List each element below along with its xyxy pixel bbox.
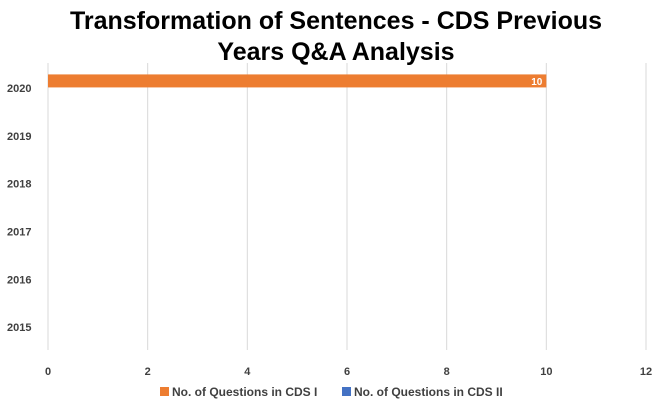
data-label-2020: 10 (531, 77, 543, 88)
x-tick-label-6: 6 (344, 366, 350, 378)
legend-swatch-series-1 (160, 387, 169, 396)
bar-2020-series-1 (48, 74, 547, 88)
x-tick-label-2: 2 (145, 366, 151, 378)
legend: No. of Questions in CDS I No. of Question… (160, 385, 503, 399)
y-tick-label-2019: 2019 (7, 131, 31, 143)
y-tick-label-2017: 2017 (7, 226, 31, 238)
x-axis-labels: 0 2 4 6 8 10 12 (45, 366, 652, 378)
x-tick-label-10: 10 (540, 366, 552, 378)
x-tick-label-0: 0 (45, 366, 51, 378)
bars: 10 (48, 74, 547, 88)
y-tick-label-2018: 2018 (7, 179, 31, 191)
x-tick-label-12: 12 (640, 366, 652, 378)
x-tick-label-4: 4 (244, 366, 251, 378)
legend-label-series-1: No. of Questions in CDS I (172, 385, 317, 399)
chart-title-line-1: Transformation of Sentences - CDS Previo… (70, 7, 602, 35)
y-tick-label-2016: 2016 (7, 274, 31, 286)
chart-title-line-2: Years Q&A Analysis (217, 38, 454, 66)
x-tick-label-8: 8 (444, 366, 450, 378)
chart-title: Transformation of Sentences - CDS Previo… (70, 7, 602, 66)
y-tick-label-2015: 2015 (7, 322, 31, 334)
y-tick-label-2020: 2020 (7, 83, 31, 95)
y-axis-labels: 2020 2019 2018 2017 2016 2015 (7, 83, 31, 334)
legend-swatch-series-2 (342, 387, 351, 396)
gridlines (47, 63, 647, 350)
legend-label-series-2: No. of Questions in CDS II (354, 385, 503, 399)
